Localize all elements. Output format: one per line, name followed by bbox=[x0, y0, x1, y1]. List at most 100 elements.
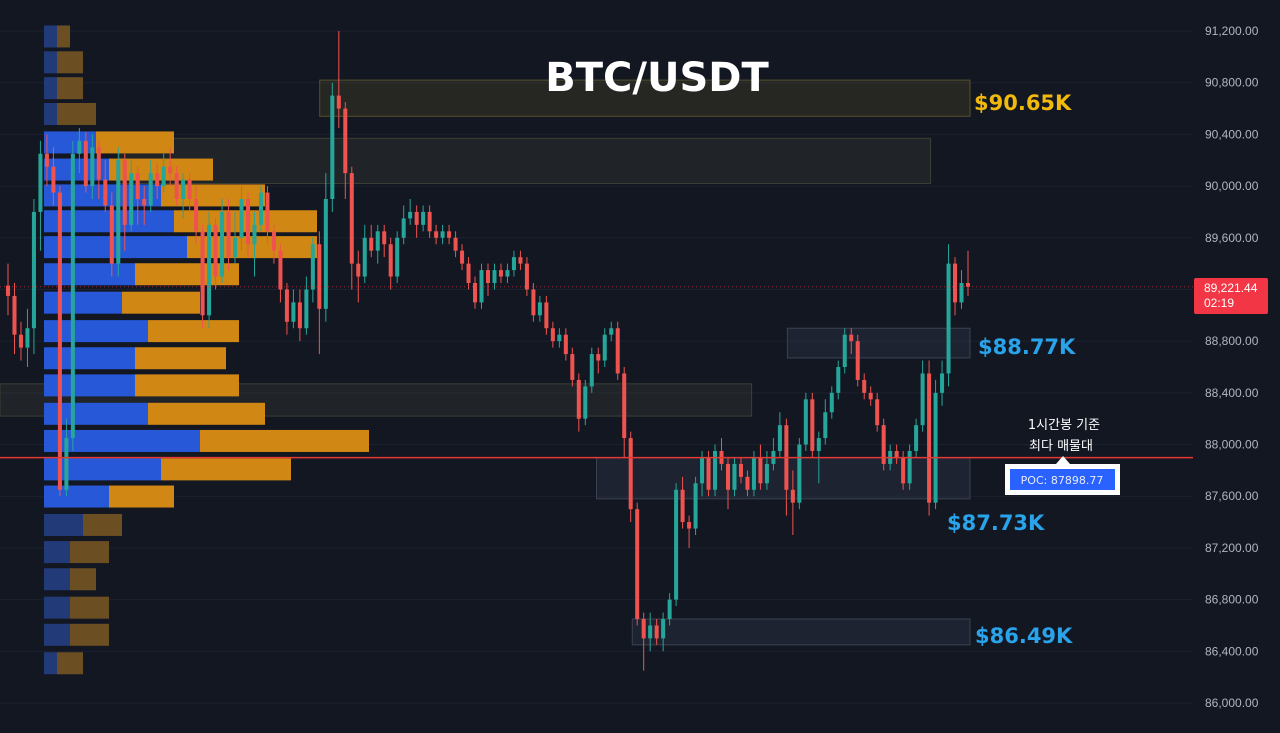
candle-body bbox=[375, 231, 380, 251]
volume-bar-buy bbox=[44, 623, 70, 646]
level-label: $86.49K bbox=[975, 624, 1073, 648]
candle-body bbox=[148, 173, 153, 206]
candle-body bbox=[628, 438, 633, 510]
level-label: $87.73K bbox=[947, 511, 1045, 535]
candle-body bbox=[498, 270, 503, 277]
annotation-line-2: 최다 매물대 bbox=[1029, 439, 1093, 454]
candle-body bbox=[537, 302, 542, 316]
candle-body bbox=[330, 95, 335, 199]
candle-body bbox=[751, 457, 756, 490]
candle-body bbox=[473, 283, 478, 303]
candle-body bbox=[349, 173, 354, 264]
candle-body bbox=[200, 231, 205, 316]
candle-body bbox=[408, 211, 413, 219]
candle-body bbox=[356, 263, 361, 277]
volume-bar-sell bbox=[135, 263, 239, 286]
volume-bar-buy bbox=[44, 568, 70, 591]
candle-body bbox=[362, 237, 367, 277]
candle-body bbox=[57, 192, 62, 490]
annotation-line-1: 1시간봉 기준 bbox=[1028, 418, 1100, 433]
candle-body bbox=[570, 354, 575, 380]
candle-body bbox=[687, 522, 692, 529]
volume-bar-buy bbox=[44, 51, 57, 74]
y-tick-label: 86,000.00 bbox=[1205, 696, 1259, 710]
candle-body bbox=[12, 295, 17, 335]
candle-body bbox=[894, 451, 899, 458]
candle-body bbox=[609, 328, 614, 335]
price-lines bbox=[0, 286, 1193, 459]
candle-body bbox=[317, 244, 322, 309]
candle-body bbox=[161, 166, 166, 187]
y-tick-label: 87,200.00 bbox=[1205, 541, 1259, 555]
candle-body bbox=[914, 425, 919, 451]
candle-body bbox=[116, 160, 121, 264]
candle-body bbox=[447, 231, 452, 238]
candle-body bbox=[485, 270, 491, 283]
candle-body bbox=[96, 147, 101, 180]
candle-body bbox=[245, 199, 251, 245]
volume-bar-buy bbox=[44, 347, 135, 370]
candle-body bbox=[829, 392, 834, 413]
candle-body bbox=[194, 199, 199, 232]
candle-body bbox=[239, 199, 244, 238]
candle-body bbox=[31, 211, 36, 329]
candle-body bbox=[382, 231, 387, 245]
level-zone-box bbox=[786, 327, 971, 359]
candle-body bbox=[414, 211, 419, 225]
poc-annotation: 1시간봉 기준 최다 매물대 POC: 87898.77 bbox=[1005, 418, 1120, 495]
candle-body bbox=[155, 173, 160, 187]
candle-body bbox=[168, 166, 173, 174]
candle-body bbox=[207, 224, 212, 316]
candle-body bbox=[5, 285, 11, 296]
volume-bar-sell bbox=[57, 652, 83, 675]
y-tick-label: 89,600.00 bbox=[1205, 231, 1259, 245]
candle-body bbox=[466, 263, 471, 283]
candle-body bbox=[654, 625, 659, 639]
volume-bar-sell bbox=[70, 596, 109, 619]
volume-bar-buy bbox=[44, 513, 83, 536]
candle-body bbox=[220, 211, 225, 277]
candle-body bbox=[933, 392, 938, 503]
candle-body bbox=[265, 192, 270, 232]
candle-body bbox=[777, 425, 782, 451]
candle-body bbox=[453, 237, 458, 251]
volume-bar-buy bbox=[44, 652, 57, 675]
candle-body bbox=[927, 373, 932, 503]
volume-bar-sell bbox=[135, 347, 226, 370]
candle-body bbox=[946, 263, 951, 374]
candle-body bbox=[563, 334, 568, 355]
volume-bar-buy bbox=[44, 77, 57, 100]
candle-body bbox=[544, 302, 549, 329]
candle-body bbox=[51, 166, 56, 193]
volume-bar-buy bbox=[44, 374, 135, 397]
candle-body bbox=[64, 438, 69, 490]
candle-body bbox=[291, 302, 296, 322]
candle-body bbox=[440, 231, 445, 238]
level-labels: $90.65K $88.77K $87.73K $86.49K bbox=[947, 91, 1076, 648]
candle-body bbox=[427, 211, 432, 232]
candle-body bbox=[511, 257, 516, 271]
candle-body bbox=[25, 328, 30, 348]
volume-bar-buy bbox=[44, 402, 148, 425]
candle-body bbox=[343, 108, 348, 174]
candle-body bbox=[187, 179, 192, 199]
candle-body bbox=[680, 489, 685, 523]
candle-body bbox=[868, 392, 873, 400]
candle-body bbox=[122, 160, 127, 225]
candle-body bbox=[388, 244, 393, 277]
candle-body bbox=[38, 153, 43, 212]
candle-body bbox=[369, 237, 374, 251]
y-tick-label: 86,400.00 bbox=[1205, 644, 1259, 658]
candle-body bbox=[836, 367, 841, 393]
level-zone-box bbox=[596, 456, 971, 500]
candle-body bbox=[940, 373, 945, 393]
candle-body bbox=[907, 451, 912, 484]
volume-bar-sell bbox=[70, 568, 96, 591]
candle-body bbox=[700, 457, 705, 484]
candle-body bbox=[667, 599, 672, 619]
candle-body bbox=[90, 147, 95, 187]
candle-body bbox=[531, 289, 536, 316]
candle-body bbox=[797, 444, 802, 503]
volume-bar-sell bbox=[57, 77, 83, 100]
